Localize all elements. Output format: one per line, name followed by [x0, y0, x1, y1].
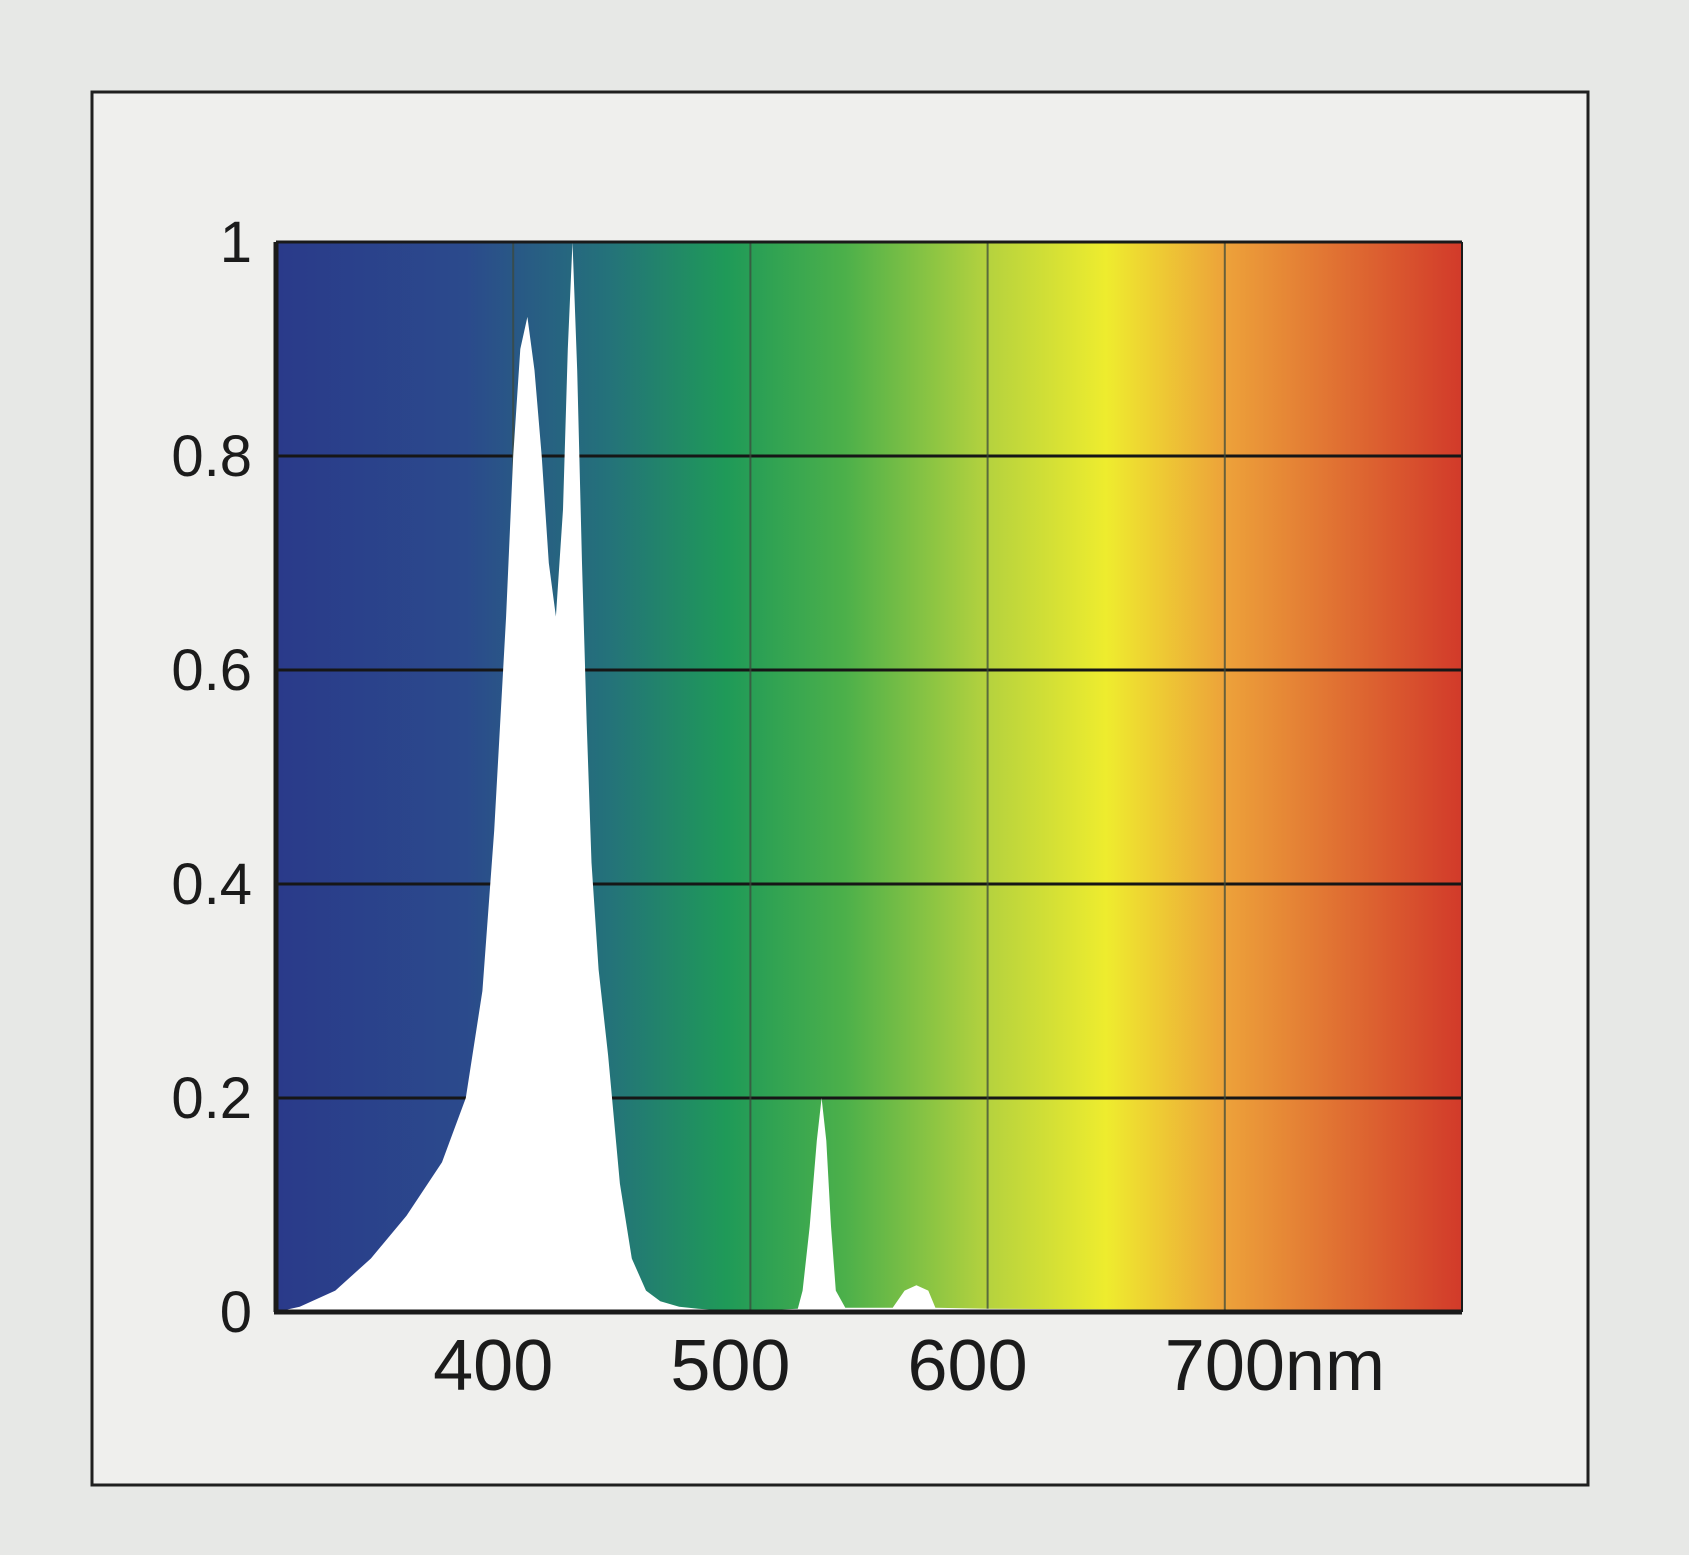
y-tick-label: 0.4: [171, 852, 252, 917]
y-tick-label: 0: [220, 1280, 252, 1345]
y-tick-labels: 0 0.2 0.4 0.6 0.8 1: [171, 210, 252, 1345]
x-tick-label: 400: [433, 1326, 553, 1406]
x-tick-label: 500: [670, 1326, 790, 1406]
spectral-curve-area: [276, 242, 1462, 1312]
y-tick-label: 0.8: [171, 424, 252, 489]
y-tick-label: 1: [220, 210, 252, 275]
y-tick-label: 0.2: [171, 1066, 252, 1131]
x-tick-labels: 400 500 600 700nm: [433, 1326, 1385, 1406]
y-tick-label: 0.6: [171, 638, 252, 703]
x-tick-label: 600: [908, 1326, 1028, 1406]
x-tick-label: 700nm: [1165, 1326, 1385, 1406]
grid-lines: [276, 242, 1462, 1312]
axes: [273, 240, 1463, 1315]
